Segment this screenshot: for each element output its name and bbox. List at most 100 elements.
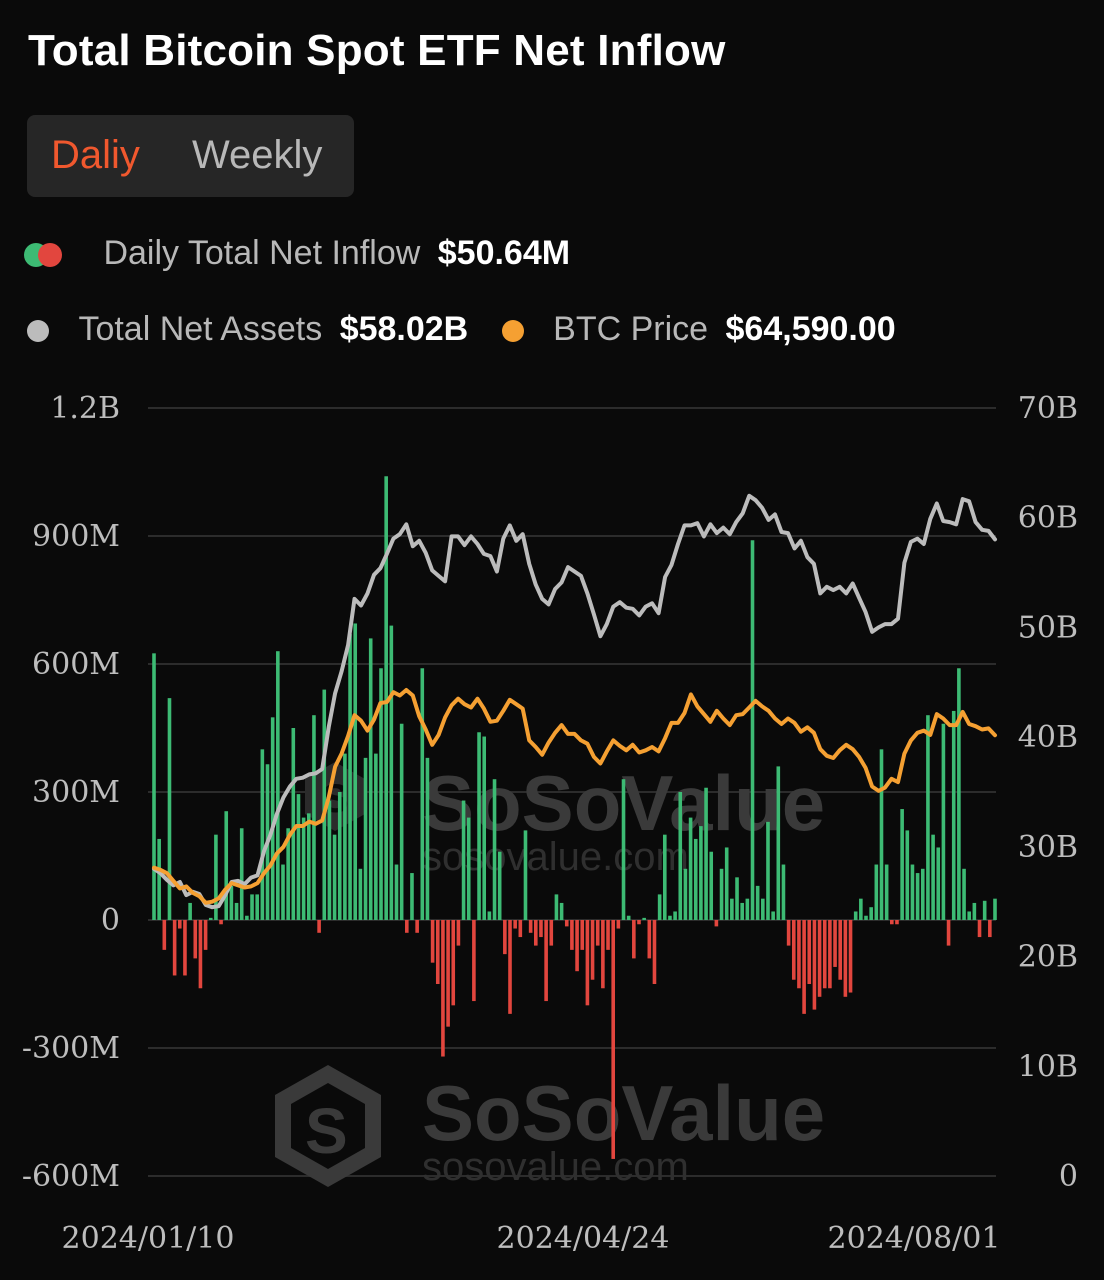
left-tick-label: 600M xyxy=(32,647,120,682)
inflow-bar xyxy=(301,817,306,920)
x-tick-label: 2024/01/10 xyxy=(62,1221,235,1256)
inflow-dots-icon xyxy=(24,243,68,268)
inflow-bar xyxy=(946,920,951,946)
inflow-bar xyxy=(766,821,770,920)
inflow-bar xyxy=(384,476,388,920)
inflow-bar xyxy=(564,920,569,927)
assets-dot-icon xyxy=(27,320,49,343)
watermark-logo-icon: S xyxy=(275,1065,381,1187)
inflow-bar xyxy=(730,898,734,920)
price-dot-icon xyxy=(501,320,524,343)
inflow-bar xyxy=(322,689,327,920)
inflow-bar xyxy=(647,920,652,959)
right-tick-label: 40B xyxy=(1018,720,1078,755)
inflow-bar xyxy=(245,915,249,920)
inflow-bar xyxy=(430,920,435,963)
inflow-bar xyxy=(988,920,992,938)
inflow-bar xyxy=(270,717,275,920)
inflow-bar xyxy=(580,920,585,950)
inflow-bar xyxy=(915,873,920,920)
tab-daily[interactable]: Daliy xyxy=(51,133,140,177)
inflow-bar xyxy=(456,920,461,946)
inflow-bar xyxy=(890,920,894,925)
inflow-bar xyxy=(559,902,564,920)
inflow-bar xyxy=(673,911,677,920)
inflow-bar xyxy=(152,653,156,920)
inflow-bar xyxy=(332,834,337,920)
inflow-bar xyxy=(260,749,265,920)
inflow-bar xyxy=(632,920,636,959)
inflow-bar xyxy=(745,898,750,920)
inflow-bar xyxy=(549,920,554,946)
inflow-bar xyxy=(420,668,425,920)
inflow-bar xyxy=(817,920,822,997)
inflow-bar xyxy=(972,902,977,920)
inflow-bar xyxy=(853,911,858,920)
inflow-bar xyxy=(879,749,884,920)
assets-value: $58.02B xyxy=(339,310,469,348)
x-tick-label: 2024/04/24 xyxy=(497,1221,670,1256)
inflow-bar xyxy=(482,736,487,920)
inflow-bar xyxy=(838,920,843,980)
legend-assets-price: Total Net Assets $58.02B BTC Price $64,5… xyxy=(27,310,896,349)
watermark-brand: SoSoValue xyxy=(422,1069,825,1157)
inflow-bar xyxy=(348,634,352,920)
inflow-bar xyxy=(828,920,832,989)
inflow-bar xyxy=(317,920,321,933)
right-tick-label: 10B xyxy=(1018,1049,1078,1084)
watermark-url: sosovalue.com xyxy=(422,1145,689,1189)
right-tick-label: 60B xyxy=(1018,501,1078,536)
inflow-bar xyxy=(601,920,605,989)
watermark-url: sosovalue.com xyxy=(422,835,689,879)
right-axis: 70B 60B 50B 40B 30B 20B 10B 0 xyxy=(1018,391,1078,1194)
inflow-bar xyxy=(405,920,409,933)
inflow-bar xyxy=(508,920,512,1014)
inflow-bar xyxy=(905,830,910,920)
inflow-bar xyxy=(590,920,595,980)
etf-inflow-chart: S SoSoValue sosovalue.com S SoSoValue so… xyxy=(22,391,1078,1256)
inflow-bar xyxy=(276,651,280,920)
inflow-bar xyxy=(518,920,523,938)
inflow-bar xyxy=(410,873,414,920)
inflow-bar xyxy=(214,834,218,920)
inflow-bar xyxy=(374,753,378,920)
inflow-bars xyxy=(152,476,997,1159)
inflow-bar xyxy=(503,920,507,955)
inflow-bar xyxy=(982,900,987,920)
inflow-bar xyxy=(910,864,915,920)
inflow-bar xyxy=(208,917,213,920)
inflow-bar xyxy=(219,920,223,925)
inflow-bar xyxy=(523,830,528,920)
left-tick-label: 0 xyxy=(101,903,120,938)
inflow-bar xyxy=(461,800,466,920)
inflow-bar xyxy=(776,766,781,920)
right-tick-label: 30B xyxy=(1018,830,1078,865)
x-axis: 2024/01/10 2024/04/24 2024/08/01 xyxy=(62,1221,1001,1256)
inflow-bar xyxy=(183,920,187,976)
inflow-bar xyxy=(993,898,997,920)
right-tick-label: 50B xyxy=(1018,610,1078,645)
svg-text:S: S xyxy=(305,1095,348,1167)
inflow-bar xyxy=(900,809,904,920)
inflow-bar xyxy=(327,800,332,920)
right-tick-label: 70B xyxy=(1018,391,1078,426)
assets-label: Total Net Assets xyxy=(78,310,323,348)
price-label: BTC Price xyxy=(553,310,709,348)
inflow-bar xyxy=(714,920,719,927)
right-tick-label: 20B xyxy=(1018,940,1078,975)
inflow-bar xyxy=(797,920,801,989)
inflow-bar xyxy=(435,920,440,984)
inflow-bar xyxy=(662,834,667,920)
inflow-bar xyxy=(337,792,342,920)
inflow-bar xyxy=(833,920,837,967)
inflow-bar xyxy=(822,920,827,989)
series-lines xyxy=(152,493,997,910)
inflow-bar xyxy=(286,828,290,920)
inflow-bar xyxy=(358,868,363,920)
inflow-bar xyxy=(616,920,621,929)
tab-weekly[interactable]: Weekly xyxy=(192,133,323,177)
left-tick-label: 300M xyxy=(32,775,120,810)
inflow-bar xyxy=(926,715,930,920)
inflow-bar xyxy=(389,625,394,920)
inflow-bar xyxy=(693,838,698,920)
